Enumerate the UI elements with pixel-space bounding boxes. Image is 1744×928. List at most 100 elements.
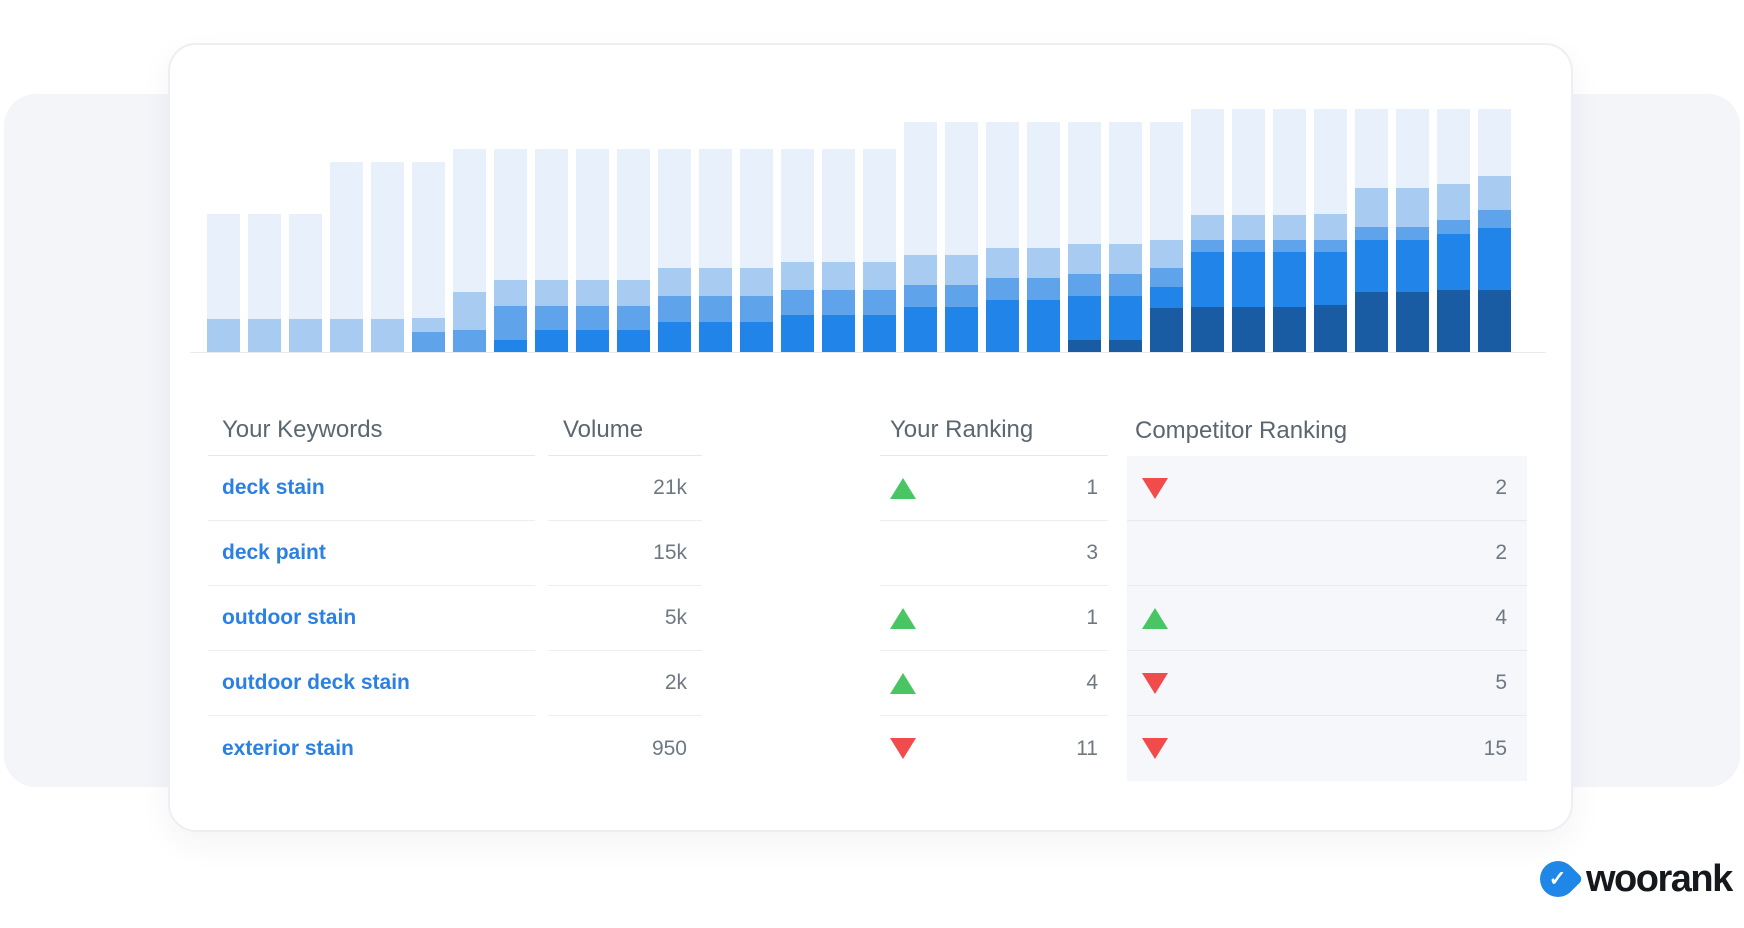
bar-segment-pale — [1150, 122, 1183, 240]
bar-segment-pale — [1355, 109, 1388, 188]
bar-segment-light — [1478, 176, 1511, 210]
chart-bar — [1068, 122, 1101, 352]
column-header-your-keywords: Your Keywords — [208, 405, 535, 456]
chart-bar — [289, 214, 322, 352]
bar-segment-light — [207, 319, 240, 352]
rank-value: 15 — [1483, 736, 1507, 760]
chart-bar — [1355, 109, 1388, 352]
bar-segment-bright — [1150, 287, 1183, 308]
bar-segment-pale — [494, 149, 527, 280]
bar-segment-navy — [1191, 307, 1224, 352]
bar-segment-light — [945, 255, 978, 285]
bar-segment-pale — [1314, 109, 1347, 214]
bar-segment-bright — [1396, 240, 1429, 292]
chart-bar — [576, 149, 609, 352]
keyword-table-body: deck stain 21k 1 2 deck paint 15k 3 2 outdoor st… — [208, 456, 1527, 781]
rank-value: 3 — [1086, 541, 1098, 564]
keyword-link[interactable]: deck stain — [222, 476, 325, 499]
chart-bar — [1109, 122, 1142, 352]
column-header-your-ranking: Your Ranking — [880, 405, 1108, 456]
trend-up-icon — [890, 672, 916, 694]
bar-segment-light — [1437, 184, 1470, 220]
bar-segment-medium — [904, 285, 937, 307]
bar-segment-navy — [1314, 305, 1347, 352]
rank-value: 11 — [1076, 736, 1098, 760]
bar-segment-bright — [945, 307, 978, 352]
bar-segment-pale — [371, 162, 404, 319]
chart-baseline-axis — [190, 352, 1546, 353]
woorank-wordmark: woorank — [1586, 858, 1733, 900]
keyword-link[interactable]: outdoor deck stain — [222, 671, 410, 694]
bar-segment-bright — [1437, 234, 1470, 290]
chart-bar — [1232, 109, 1265, 352]
table-row: outdoor stain 5k 1 4 — [208, 586, 1527, 651]
bar-segment-bright — [658, 322, 691, 352]
bar-segment-medium — [863, 290, 896, 315]
keyword-link[interactable]: deck paint — [222, 541, 326, 564]
keyword-dashboard-card: Your Keywords Volume Your Ranking Compet… — [168, 43, 1573, 832]
bar-segment-pale — [822, 149, 855, 262]
bar-segment-pale — [453, 149, 486, 292]
bar-segment-pale — [863, 149, 896, 262]
bar-segment-pale — [699, 149, 732, 268]
rank-value: 5 — [1495, 671, 1507, 694]
chart-bar — [904, 122, 937, 352]
bar-segment-pale — [986, 122, 1019, 248]
chart-bar — [494, 149, 527, 352]
check-icon: ✓ — [1549, 867, 1567, 891]
rank-value: 2 — [1495, 476, 1507, 499]
bar-segment-bright — [740, 322, 773, 352]
bar-segment-bright — [576, 330, 609, 352]
table-row: outdoor deck stain 2k 4 5 — [208, 651, 1527, 716]
bar-segment-pale — [1232, 109, 1265, 215]
bar-segment-medium — [1273, 240, 1306, 252]
chart-bar — [1437, 109, 1470, 352]
trend-down-icon — [1142, 672, 1168, 694]
trend-down-icon — [1142, 738, 1168, 759]
bar-segment-navy — [1150, 308, 1183, 352]
bar-segment-light — [494, 280, 527, 306]
competitor-ranking-cell: 2 — [1127, 456, 1527, 521]
bar-segment-medium — [658, 296, 691, 322]
bar-segment-navy — [1273, 307, 1306, 352]
chart-bar — [248, 214, 281, 352]
bar-segment-light — [1191, 215, 1224, 240]
bar-segment-light — [904, 255, 937, 285]
woorank-brand: ✓ woorank — [1532, 853, 1733, 905]
rank-value: 1 — [1086, 606, 1098, 629]
bar-segment-light — [822, 262, 855, 290]
bar-segment-navy — [1396, 292, 1429, 352]
bar-segment-pale — [1396, 109, 1429, 188]
keyword-cell: exterior stain — [208, 716, 535, 781]
competitor-ranking-cell: 4 — [1127, 586, 1527, 651]
bar-segment-medium — [1191, 240, 1224, 252]
chart-bar — [207, 214, 240, 352]
chart-bar — [1314, 109, 1347, 352]
keyword-link[interactable]: exterior stain — [222, 736, 354, 760]
bar-segment-bright — [986, 300, 1019, 352]
bar-segment-light — [986, 248, 1019, 278]
bar-segment-light — [1314, 214, 1347, 240]
bar-segment-pale — [1109, 122, 1142, 244]
bar-segment-pale — [412, 162, 445, 318]
chart-bar — [1027, 122, 1060, 352]
rank-value: 4 — [1495, 606, 1507, 629]
bar-segment-light — [1273, 215, 1306, 240]
rank-value: 2 — [1495, 541, 1507, 564]
bar-segment-medium — [1232, 240, 1265, 252]
bar-segment-bright — [1314, 252, 1347, 305]
chart-bar — [371, 162, 404, 352]
bar-segment-light — [1109, 244, 1142, 274]
bar-segment-medium — [576, 306, 609, 330]
bar-segment-light — [535, 280, 568, 306]
bar-segment-navy — [1478, 290, 1511, 352]
keyword-link[interactable]: outdoor stain — [222, 606, 357, 629]
chart-bar — [658, 149, 691, 352]
bar-segment-medium — [617, 306, 650, 330]
bar-segment-medium — [822, 290, 855, 315]
trend-up-icon — [1142, 607, 1168, 629]
volume-value: 5k — [548, 586, 702, 651]
bar-segment-light — [1232, 215, 1265, 240]
your-ranking-cell: 4 — [880, 651, 1108, 716]
chart-bar — [330, 162, 363, 352]
